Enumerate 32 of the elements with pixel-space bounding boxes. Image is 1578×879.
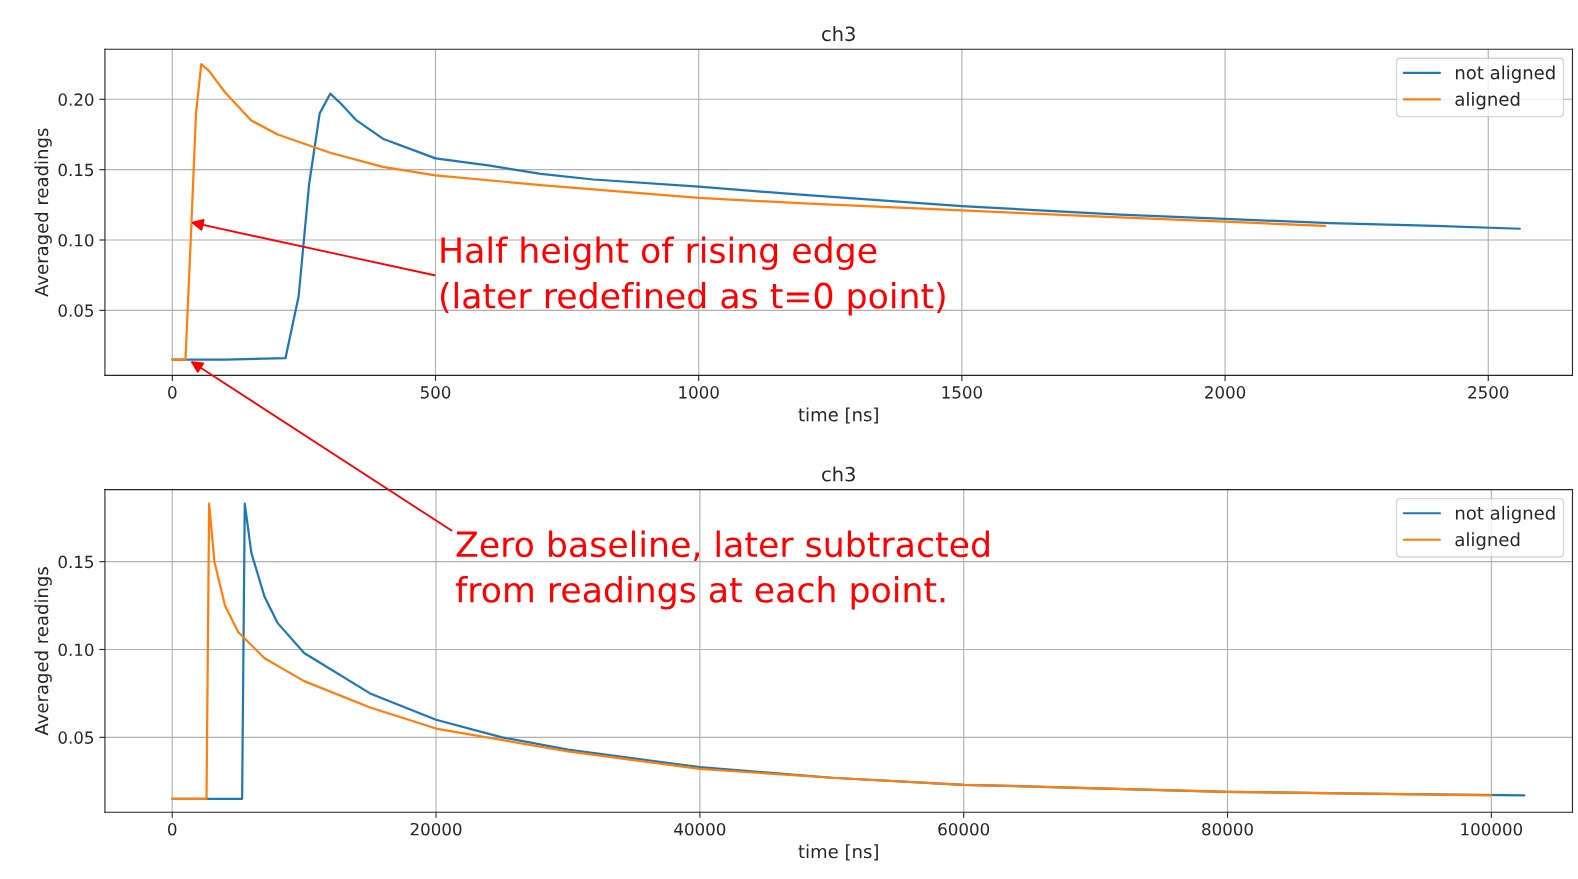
x-axis-title: time [ns]: [798, 844, 878, 861]
y-tick-label: 0.05: [58, 304, 94, 317]
y-tick-label: 0.15: [58, 555, 94, 569]
line-series: [171, 63, 1327, 361]
x-tick-label: 40000: [674, 822, 726, 836]
y-tick-label: 0.10: [58, 643, 94, 657]
x-tick-label: 500: [420, 386, 451, 399]
x-tick-label: 2500: [1468, 386, 1509, 399]
x-tick-label: 80000: [1202, 822, 1253, 836]
x-tick-label: 20000: [410, 822, 462, 836]
legend-label: aligned: [1455, 532, 1520, 550]
chart-title: ch3: [822, 26, 855, 42]
legend-label: not aligned: [1455, 65, 1555, 83]
y-axis-title: Averaged readings: [34, 128, 52, 297]
y-tick-label: 0.05: [58, 731, 94, 744]
x-axis-title: time [ns]: [798, 407, 878, 424]
y-tick-label: 0.15: [58, 163, 94, 177]
y-tick-label: 0.20: [58, 93, 94, 106]
x-tick-label: 0: [168, 386, 177, 399]
x-tick-label: 0: [168, 822, 177, 836]
x-tick-label: 60000: [938, 822, 990, 836]
legend-label: not aligned: [1455, 505, 1555, 524]
legend-label: aligned: [1455, 91, 1520, 110]
y-axis-title: Averaged readings: [34, 567, 52, 736]
x-tick-label: 2000: [1205, 386, 1246, 399]
x-tick-label: 100000: [1461, 822, 1523, 836]
annotation: Zero baseline, later subtracted from readings at each point.: [455, 530, 989, 610]
y-tick-label: 0.10: [58, 233, 94, 247]
annotation: Half height of rising edge (later redefined as t=0 point): [440, 236, 945, 316]
x-tick-label: 1500: [942, 386, 982, 399]
chart-title: ch3: [822, 466, 855, 482]
x-tick-label: 1000: [679, 386, 719, 399]
